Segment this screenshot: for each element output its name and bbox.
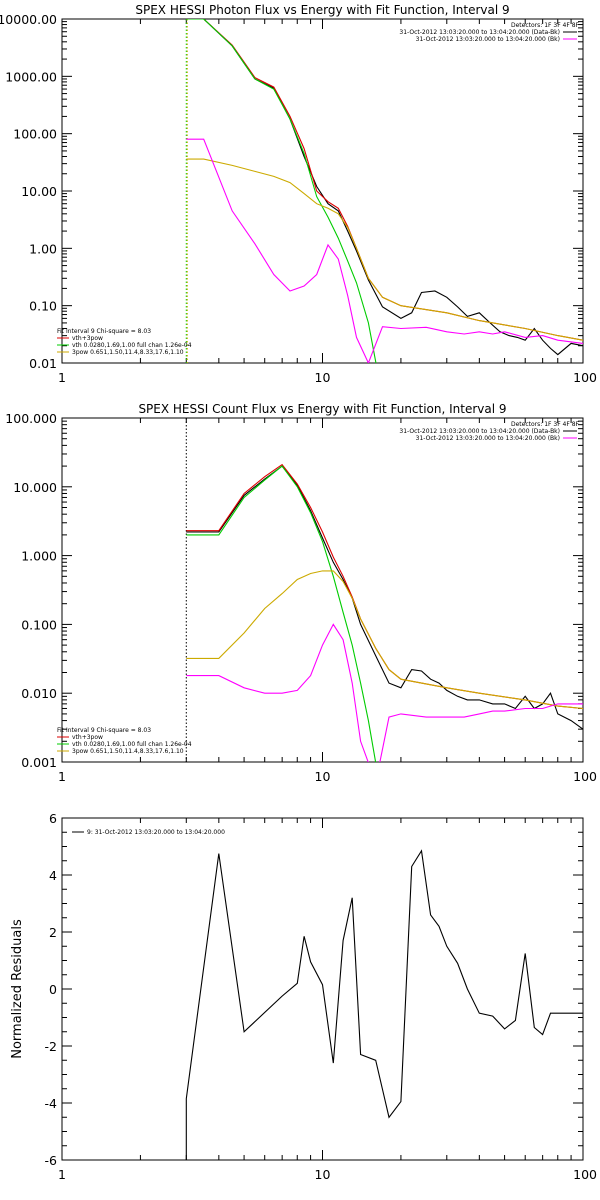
count-series-bk [186,623,583,762]
photon-y-tick-label: 1.00 [29,241,57,256]
count-y-tick-label: 0.010 [21,686,57,701]
photon-series-vth-3pow [186,19,583,341]
photon-y-tick-label: 10.00 [21,184,57,199]
residuals-x-tick-label: 100 [573,1167,597,1182]
residuals-y-tick-label: 4 [49,868,57,883]
photon-series-vth [186,19,377,363]
photon-legend-bottom-entry: 3pow 0.651,1.50,11.4,8.33,17.6,1.10 [72,349,184,356]
count-y-tick-label: 10.000 [13,480,57,495]
residuals-y-tick-label: -6 [45,1153,58,1168]
count-legend-top-entry: Detectors: 1F 3F 4F 8F [511,421,580,428]
photon-y-tick-label: 10000.00 [0,12,57,27]
count-legend-bottom-entry: vth 0.0280,1.69,1.00 full chan 1.26e-04 [72,741,192,748]
count-legend-top-entry: 31-Oct-2012 13:03:20.000 to 13:04:20.000… [416,435,560,442]
count-series-vth-3pow [186,463,583,710]
photon-title: SPEX HESSI Photon Flux vs Energy with Fi… [135,3,509,17]
residuals-y-tick-label: -4 [45,1096,58,1111]
count-x-tick-label: 1 [58,769,66,784]
photon-series-bk [186,138,583,363]
photon-axes-frame [61,18,584,364]
count-series-vth [186,465,377,762]
count-series-3pow [186,570,583,710]
photon-y-tick-label: 100.00 [13,127,57,142]
photon-series-3pow [186,158,583,341]
count-panel: SPEX HESSI Count Flux vs Energy with Fit… [5,402,597,784]
count-title: SPEX HESSI Count Flux vs Energy with Fit… [138,402,506,416]
photon-panel: SPEX HESSI Photon Flux vs Energy with Fi… [0,3,597,385]
count-legend-bottom-entry: Fit Interval 9 Chi-square = 8.03 [57,727,151,734]
residuals-y-tick-label: 6 [49,811,57,826]
photon-series-data-bk [186,19,583,356]
residuals-y-tick-label: 0 [49,982,57,997]
count-y-tick-label: 100.000 [5,411,57,426]
count-x-tick-label: 10 [315,769,331,784]
residuals-panel: 1 10 100 -6 -4 -2 0 2 4 6 Normalized Residuals 9: 3… [10,811,597,1182]
residuals-x-tick-label: 10 [315,1167,331,1182]
residuals-y-axis-label: Normalized Residuals [10,919,25,1059]
count-y-tick-label: 0.001 [21,755,57,770]
photon-y-tick-label: 0.01 [29,356,57,371]
residuals-x-tick-label: 1 [58,1167,66,1182]
photon-legend-top-entry: 31-Oct-2012 13:03:20.000 to 13:04:20.000… [399,29,560,36]
photon-x-tick-label: 1 [58,370,66,385]
photon-y-tick-label: 0.10 [29,299,57,314]
photon-legend-bottom-entry: vth+3pow [72,335,103,342]
count-y-tick-label: 0.100 [21,617,57,632]
residuals-y-tick-label: -2 [45,1039,57,1054]
residuals-y-tick-label: 2 [49,925,57,940]
count-series-data-bk [186,465,583,730]
photon-legend-top-entry: 31-Oct-2012 13:03:20.000 to 13:04:20.000… [416,36,560,43]
residuals-axes-frame [61,817,584,1161]
count-legend-top-entry: 31-Oct-2012 13:03:20.000 to 13:04:20.000… [399,428,560,435]
photon-legend-bottom-entry: vth 0.0280,1.69,1.00 full chan 1.26e-04 [72,342,192,349]
photon-x-tick-label: 10 [315,370,331,385]
photon-y-tick-label: 1000.00 [5,69,57,84]
count-legend-bottom-entry: 3pow 0.651,1.50,11.4,8.33,17.6,1.10 [72,748,184,755]
photon-legend-bottom-entry: Fit Interval 9 Chi-square = 8.03 [57,328,151,335]
count-legend-bottom-entry: vth+3pow [72,734,103,741]
photon-legend-top-entry: Detectors: 1F 3F 4F 8F [511,22,580,29]
residuals-series-9-31-oct-2012-13-03-20-000-to-13-04-20-000 [185,849,583,1160]
count-y-tick-label: 1.000 [21,549,57,564]
count-axes-frame [61,417,584,763]
residuals-legend-entry: 9: 31-Oct-2012 13:03:20.000 to 13:04:20.… [87,829,225,836]
count-x-tick-label: 100 [573,769,597,784]
photon-x-tick-label: 100 [573,370,597,385]
